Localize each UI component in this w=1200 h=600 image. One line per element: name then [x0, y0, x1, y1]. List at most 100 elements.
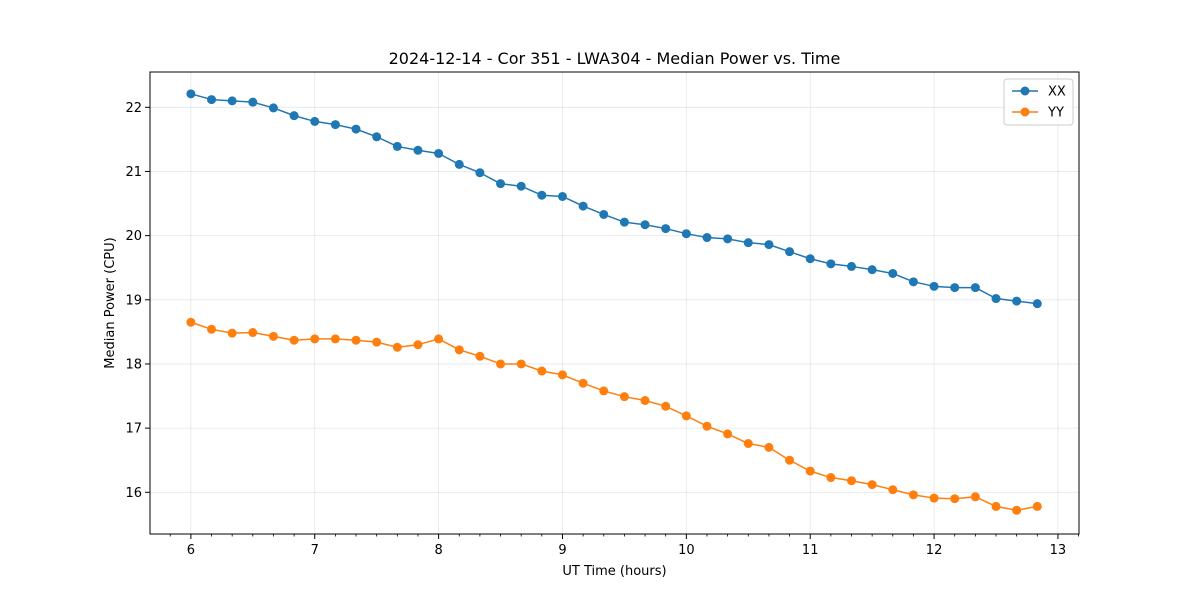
data-point-xx: [516, 181, 526, 191]
x-tick-label: 9: [558, 543, 566, 558]
legend-marker-yy: [1020, 107, 1030, 117]
data-point-yy: [950, 494, 960, 504]
data-point-yy: [372, 337, 382, 347]
data-point-xx: [764, 240, 774, 250]
y-tick-label: 20: [125, 229, 142, 244]
data-point-xx: [970, 283, 980, 293]
data-point-xx: [908, 277, 918, 287]
data-point-xx: [950, 283, 960, 293]
data-point-yy: [351, 335, 361, 345]
data-point-yy: [764, 442, 774, 452]
y-tick-label: 19: [125, 293, 142, 308]
data-point-xx: [640, 220, 650, 230]
data-point-yy: [434, 334, 444, 344]
data-point-yy: [413, 340, 423, 350]
data-point-xx: [805, 254, 815, 264]
data-point-xx: [681, 229, 691, 239]
data-point-xx: [929, 281, 939, 291]
data-point-yy: [640, 396, 650, 406]
data-point-yy: [785, 455, 795, 465]
x-tick-label: 8: [434, 543, 442, 558]
data-point-yy: [289, 335, 299, 345]
data-point-yy: [537, 366, 547, 376]
legend-marker-xx: [1020, 86, 1030, 96]
data-point-xx: [186, 89, 196, 99]
y-tick-label: 22: [125, 101, 142, 116]
data-point-yy: [805, 466, 815, 476]
data-point-xx: [289, 111, 299, 121]
data-point-xx: [991, 294, 1001, 304]
y-axis-label: Median Power (CPU): [103, 237, 118, 368]
data-point-xx: [207, 95, 217, 105]
data-point-xx: [392, 141, 402, 151]
data-point-xx: [578, 201, 588, 211]
data-point-yy: [310, 334, 320, 344]
data-point-yy: [929, 493, 939, 503]
data-point-yy: [908, 490, 918, 500]
data-point-xx: [888, 268, 898, 278]
data-point-yy: [1032, 501, 1042, 511]
data-point-xx: [619, 217, 629, 227]
data-point-yy: [475, 351, 485, 361]
data-point-yy: [619, 392, 629, 402]
data-point-xx: [743, 238, 753, 248]
data-point-yy: [826, 473, 836, 483]
data-point-xx: [826, 259, 836, 269]
data-point-xx: [702, 233, 712, 243]
y-tick-label: 18: [125, 357, 142, 372]
data-point-yy: [723, 429, 733, 439]
data-point-xx: [248, 97, 258, 107]
data-point-xx: [454, 159, 464, 169]
x-axis-label: UT Time (hours): [562, 564, 666, 579]
x-tick-label: 7: [311, 543, 319, 558]
data-point-yy: [970, 492, 980, 502]
x-tick-label: 11: [802, 543, 819, 558]
data-point-yy: [496, 359, 506, 369]
data-point-yy: [1012, 505, 1022, 515]
data-point-yy: [991, 501, 1001, 511]
data-point-yy: [454, 345, 464, 355]
data-point-yy: [702, 421, 712, 431]
legend-label-xx: XX: [1048, 85, 1066, 100]
data-point-xx: [599, 209, 609, 219]
data-point-yy: [661, 401, 671, 411]
data-point-xx: [351, 124, 361, 134]
data-point-xx: [475, 168, 485, 178]
data-point-yy: [888, 485, 898, 495]
chart-title: 2024-12-14 - Cor 351 - LWA304 - Median P…: [389, 49, 841, 68]
data-point-yy: [867, 480, 877, 490]
data-point-xx: [723, 234, 733, 244]
data-point-xx: [661, 224, 671, 234]
data-point-xx: [434, 148, 444, 158]
data-point-yy: [578, 378, 588, 388]
x-tick-label: 10: [678, 543, 695, 558]
data-point-yy: [248, 328, 258, 338]
data-point-yy: [599, 386, 609, 396]
legend: XX YY: [1003, 78, 1074, 126]
data-point-xx: [372, 132, 382, 142]
x-axis: 6 7 8 9 10 11 12 13: [169, 534, 1079, 558]
x-tick-label: 6: [187, 543, 195, 558]
y-tick-label: 21: [125, 165, 142, 180]
data-point-yy: [186, 317, 196, 327]
data-point-yy: [681, 411, 691, 421]
data-point-yy: [227, 328, 237, 338]
legend-label-yy: YY: [1047, 106, 1064, 121]
series-layer: [186, 89, 1042, 515]
data-point-xx: [537, 190, 547, 200]
data-point-xx: [330, 120, 340, 130]
data-point-xx: [846, 261, 856, 271]
plot-frame: [149, 71, 1080, 535]
data-point-xx: [268, 103, 278, 113]
data-point-yy: [268, 331, 278, 341]
data-point-yy: [392, 342, 402, 352]
data-point-yy: [516, 359, 526, 369]
y-tick-label: 17: [125, 422, 142, 437]
data-point-yy: [846, 476, 856, 486]
y-axis: 16 17 18 19 20 21 22: [125, 101, 150, 501]
data-point-xx: [310, 116, 320, 126]
y-tick-label: 16: [125, 486, 142, 501]
data-point-xx: [413, 145, 423, 155]
data-point-yy: [207, 324, 217, 334]
